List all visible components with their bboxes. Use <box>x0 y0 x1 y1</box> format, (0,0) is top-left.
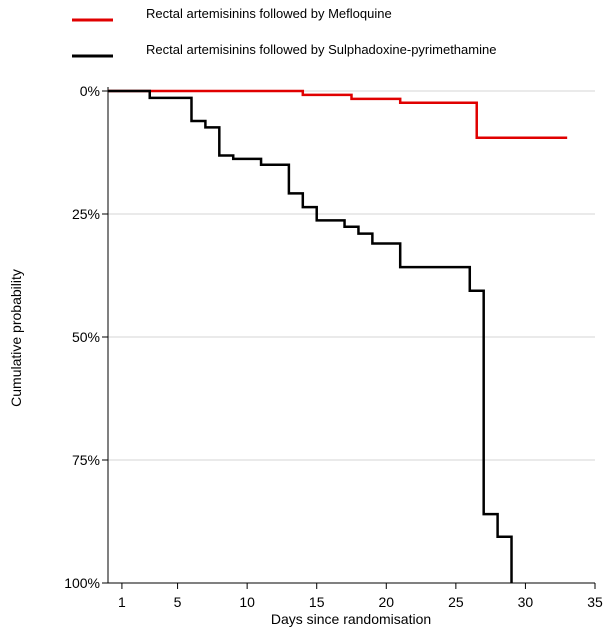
series-line-1 <box>108 89 568 139</box>
y-tick-label: 50% <box>72 329 100 345</box>
x-tick-label: 1 <box>118 594 126 610</box>
legend: Rectal artemisinins followed by Mefloqui… <box>72 6 496 58</box>
grid <box>108 90 595 461</box>
legend-label: Rectal artemisinins followed by Sulphado… <box>146 42 496 57</box>
x-tick-label: 35 <box>587 594 603 610</box>
x-tick-label: 15 <box>309 594 325 610</box>
x-tick-label: 25 <box>448 594 464 610</box>
y-tick-label: 75% <box>72 452 100 468</box>
y-tick-label: 0% <box>80 83 100 99</box>
y-tick-label: 25% <box>72 206 100 222</box>
axes: 0%25%50%75%100%1 5 10 15 20 25 30 35 <box>64 83 603 610</box>
y-axis-label: Cumulative probability <box>8 269 24 407</box>
plot-area <box>108 89 568 583</box>
x-tick-label: 5 <box>174 594 182 610</box>
series-line-2 <box>108 89 513 583</box>
legend-label: Rectal artemisinins followed by Mefloqui… <box>146 6 392 21</box>
x-tick-label: 20 <box>378 594 394 610</box>
x-axis-label: Days since randomisation <box>271 611 431 627</box>
x-tick-label: 30 <box>518 594 534 610</box>
x-tick-label: 10 <box>239 594 255 610</box>
y-tick-label: 100% <box>64 575 100 591</box>
